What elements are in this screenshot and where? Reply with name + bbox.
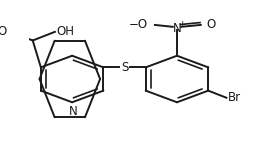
Text: +: + xyxy=(178,20,186,29)
Text: Br: Br xyxy=(228,91,241,104)
Text: −O: −O xyxy=(129,18,148,31)
Text: S: S xyxy=(121,61,128,74)
Text: N: N xyxy=(173,22,181,35)
Text: N: N xyxy=(69,105,78,118)
Text: O: O xyxy=(206,18,215,31)
Text: O: O xyxy=(0,24,6,38)
Text: OH: OH xyxy=(56,24,74,38)
